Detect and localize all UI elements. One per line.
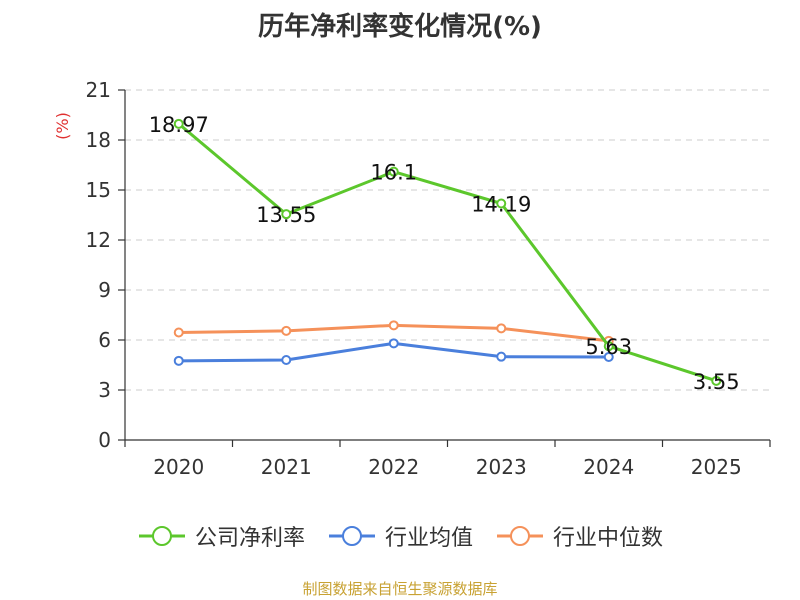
data-label: 3.55 [693, 370, 740, 394]
data-point [603, 341, 614, 352]
legend-marker-icon [138, 526, 185, 546]
legend-item[interactable]: 行业均值 [327, 520, 473, 552]
y-tick-label: 3 [98, 378, 111, 402]
legend-label: 公司净利率 [194, 526, 305, 551]
chart-title: 历年净利率变化情况(%) [258, 12, 542, 42]
data-point [496, 323, 507, 334]
data-point [281, 355, 292, 365]
y-tick-label: 21 [86, 78, 111, 102]
y-axis-unit-label: (%) [53, 112, 72, 140]
x-tick-label: 2023 [476, 455, 527, 479]
data-point [496, 351, 507, 362]
y-tick-label: 6 [98, 328, 111, 352]
data-point [281, 325, 292, 336]
data-point [388, 320, 399, 331]
y-tick-label: 9 [98, 278, 111, 302]
x-tick-label: 2021 [261, 455, 312, 479]
data-label: 18.97 [149, 113, 209, 137]
legend-label: 行业均值 [384, 526, 473, 551]
legend-marker-icon [328, 526, 375, 546]
data-point [388, 338, 399, 349]
legend-item[interactable]: 行业中位数 [495, 520, 663, 552]
series-line [177, 122, 717, 383]
legend-label: 行业中位数 [553, 526, 664, 551]
line-chart: (%) 0 3 6 9 12 15 18 21 2020 2021 2022 2023 2024 2025… [53, 78, 771, 479]
data-point [496, 198, 507, 209]
data-point [173, 355, 184, 366]
chart-legend: 公司净利率 行业均值 行业中位数 [0, 518, 800, 554]
x-tick-label: 2025 [691, 455, 742, 479]
x-tick-label: 2022 [368, 455, 419, 479]
x-tick-label: 2020 [153, 455, 204, 479]
data-point [388, 166, 399, 177]
legend-marker-icon [497, 526, 543, 546]
legend-item[interactable]: 公司净利率 [137, 520, 305, 552]
data-label: 14.19 [471, 193, 531, 217]
data-source-note: 制图数据来自恒生聚源数据库 [302, 580, 498, 598]
y-tick-label: 0 [98, 428, 111, 452]
data-point [603, 352, 614, 362]
y-tick-label: 15 [86, 178, 111, 202]
data-point [173, 118, 184, 129]
data-point [711, 375, 722, 386]
data-label: 16.1 [370, 161, 417, 185]
data-label: 13.55 [256, 203, 316, 227]
x-tick-label: 2024 [583, 455, 634, 479]
data-point [173, 327, 184, 338]
y-tick-label: 18 [86, 128, 111, 152]
data-point [281, 209, 292, 220]
data-label: 5.63 [585, 335, 632, 359]
y-tick-label: 12 [86, 228, 111, 252]
